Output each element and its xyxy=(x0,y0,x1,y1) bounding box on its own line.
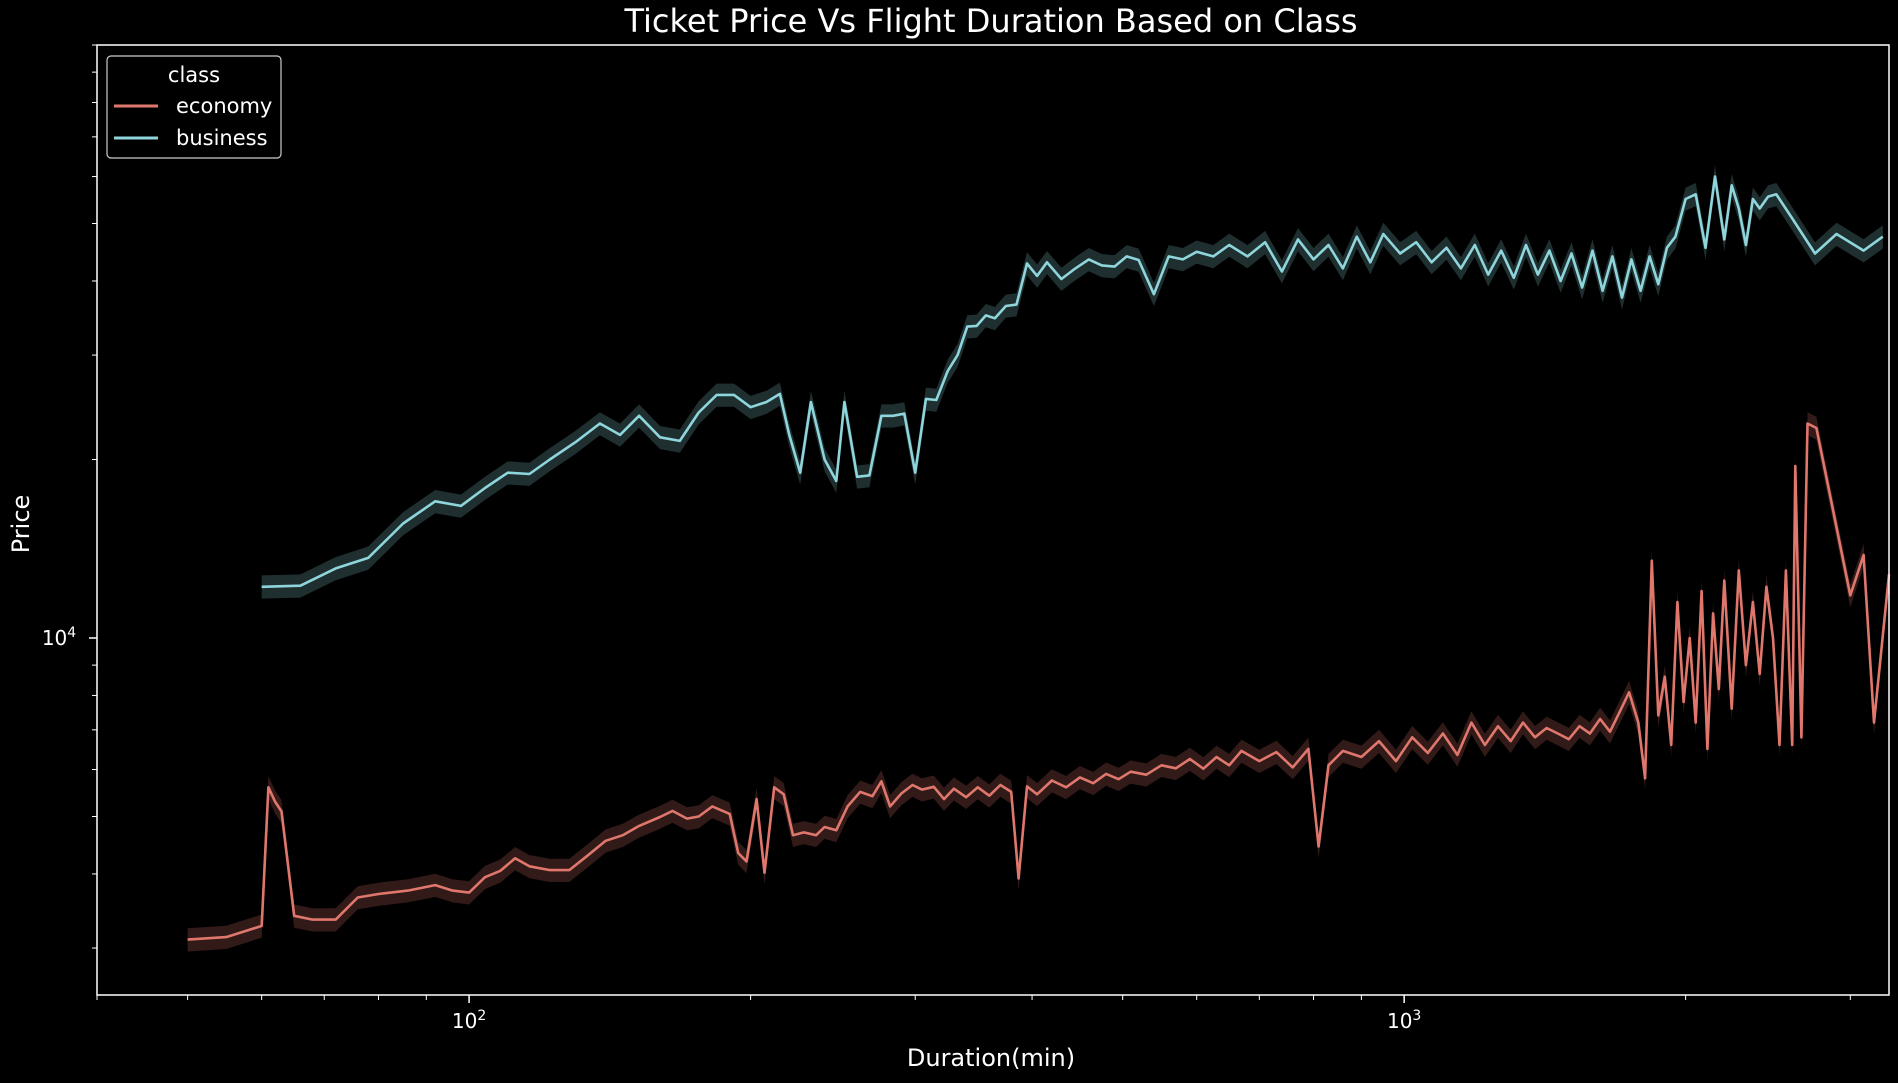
legend-label-economy: economy xyxy=(176,94,272,118)
legend-label-business: business xyxy=(176,126,268,150)
series-line-business xyxy=(261,175,1884,589)
series-line-economy xyxy=(187,422,1891,941)
plot-frame xyxy=(96,44,1890,996)
ticks-layer: 102 103 104 xyxy=(42,44,1851,1033)
chart-title: Ticket Price Vs Flight Duration Based on… xyxy=(623,2,1357,40)
y-tick-label: 104 xyxy=(42,625,76,650)
x-tick-label: 102 xyxy=(452,1008,486,1033)
legend-title: class xyxy=(168,63,220,87)
legend[interactable]: class economy business xyxy=(106,55,282,159)
x-axis-label: Duration(min) xyxy=(907,1044,1075,1072)
x-tick-label: 103 xyxy=(1387,1008,1421,1033)
legend-box xyxy=(106,55,282,159)
series-layer xyxy=(187,165,1891,952)
y-axis-label: Price xyxy=(7,495,35,554)
